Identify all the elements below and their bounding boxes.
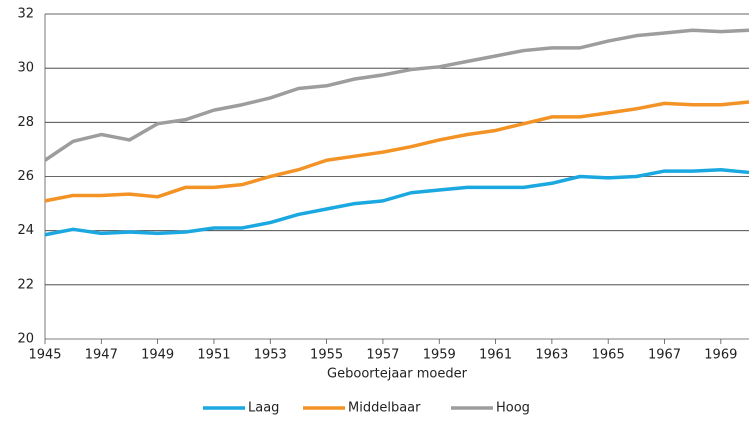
y-tick-label: 20 — [17, 332, 34, 347]
y-tick-label: 22 — [17, 277, 34, 292]
data-line — [44, 28, 750, 162]
legend-label: Middelbaar — [348, 401, 421, 416]
x-tick-label: 1949 — [141, 348, 174, 363]
x-tick-label: 1965 — [592, 348, 625, 363]
legend-label: Hoog — [496, 401, 530, 416]
x-tick-label: 1957 — [366, 348, 399, 363]
x-tick-label: 1953 — [254, 348, 287, 363]
data-line — [44, 167, 750, 237]
x-tick-label: 1951 — [197, 348, 230, 363]
y-tick-label: 24 — [17, 223, 34, 238]
x-tick-label: 1969 — [704, 348, 737, 363]
x-tick-label: 1963 — [535, 348, 568, 363]
x-tick-label: 1947 — [85, 348, 118, 363]
x-tick-label: 1945 — [28, 348, 61, 363]
x-tick-label: 1967 — [648, 348, 681, 363]
y-tick-label: 30 — [17, 61, 34, 76]
data-line — [44, 100, 750, 203]
x-axis-label: Geboortejaar moeder — [327, 367, 468, 382]
x-tick-label: 1959 — [423, 348, 456, 363]
y-tick-label: 26 — [17, 169, 34, 184]
legend-label: Laag — [248, 401, 279, 416]
y-tick-label: 28 — [17, 115, 34, 130]
x-tick-label: 1961 — [479, 348, 512, 363]
x-tick-label: 1955 — [310, 348, 343, 363]
y-tick-label: 32 — [17, 7, 34, 22]
